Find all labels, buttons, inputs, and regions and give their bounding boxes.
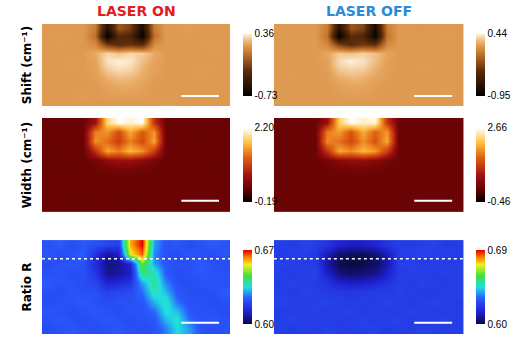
svg-text:2.20: 2.20 [255, 122, 275, 133]
svg-text:0.69: 0.69 [488, 245, 508, 256]
svg-text:0.67: 0.67 [255, 245, 275, 256]
svg-text:Ratio R: Ratio R [20, 263, 34, 312]
svg-text:Shift (cm⁻¹): Shift (cm⁻¹) [20, 26, 34, 105]
svg-text:0.36: 0.36 [255, 28, 275, 39]
svg-text:2.66: 2.66 [488, 122, 508, 133]
svg-text:0.44: 0.44 [488, 28, 508, 39]
svg-text:0.60: 0.60 [255, 319, 275, 330]
svg-text:LASER OFF: LASER OFF [326, 3, 412, 19]
svg-text:LASER ON: LASER ON [97, 3, 176, 19]
svg-text:-0.46: -0.46 [488, 196, 511, 207]
svg-text:-0.19: -0.19 [255, 196, 278, 207]
svg-text:0.60: 0.60 [488, 319, 508, 330]
svg-text:-0.95: -0.95 [488, 90, 511, 101]
svg-text:-0.73: -0.73 [255, 90, 278, 101]
svg-text:Width (cm⁻¹): Width (cm⁻¹) [20, 122, 34, 209]
